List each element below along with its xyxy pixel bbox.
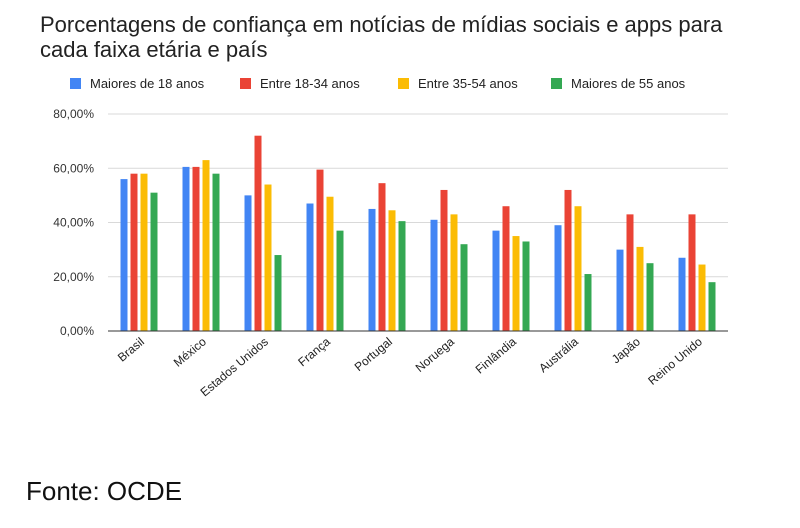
bar [316, 169, 324, 331]
bar [636, 246, 644, 331]
bar [398, 221, 406, 331]
bar [150, 192, 158, 331]
bar [646, 263, 654, 331]
bar [336, 230, 344, 331]
bar [698, 264, 706, 331]
legend-label: Entre 35-54 anos [418, 76, 518, 91]
bar [492, 230, 500, 331]
legend-item: Entre 35-54 anos [398, 76, 518, 91]
legend-label: Maiores de 55 anos [571, 76, 686, 91]
bar [554, 225, 562, 331]
bar [574, 206, 582, 331]
bar [678, 257, 686, 331]
bar [212, 173, 220, 331]
bar [202, 160, 210, 331]
bar [450, 214, 458, 331]
legend-swatch [70, 78, 81, 89]
bar-chart: Maiores de 18 anos Entre 18-34 anos Entre … [53, 76, 728, 400]
bar [274, 255, 282, 331]
bar [306, 203, 314, 331]
y-tick-label: 0,00% [60, 324, 94, 338]
x-tick-label: Finlândia [473, 334, 520, 376]
y-tick-label: 80,00% [53, 107, 94, 121]
legend-label: Entre 18-34 anos [260, 76, 360, 91]
legend-swatch [551, 78, 562, 89]
bar [368, 208, 376, 331]
bar [616, 249, 624, 331]
x-tick-label: França [295, 334, 333, 369]
bar [626, 214, 634, 331]
x-tick-label: Noruega [413, 334, 458, 375]
x-tick-label: Austrália [536, 334, 581, 375]
bars [120, 135, 716, 331]
bar [130, 173, 138, 331]
y-axis: 0,00% 20,00% 40,00% 60,00% 80,00% [53, 107, 94, 338]
legend-item: Maiores de 55 anos [551, 76, 686, 91]
y-tick-label: 60,00% [53, 161, 94, 175]
bar [388, 210, 396, 331]
bar [440, 189, 448, 331]
x-tick-label: Portugal [352, 335, 395, 374]
x-tick-label: México [171, 334, 209, 369]
bar [254, 135, 262, 331]
bar [584, 274, 592, 331]
bar [244, 195, 252, 331]
x-tick-label: Reino Unido [645, 334, 705, 387]
bar [430, 219, 438, 331]
chart-title: Porcentagens de confiança em notícias de… [40, 12, 723, 62]
source-note: Fonte: OCDE [26, 476, 183, 506]
bar [192, 166, 200, 331]
legend-item: Entre 18-34 anos [240, 76, 360, 91]
bar [326, 196, 334, 331]
x-tick-label: Japão [609, 334, 643, 366]
bar [120, 179, 128, 331]
x-tick-label: Brasil [115, 335, 147, 365]
gridlines [108, 113, 728, 278]
bar [512, 236, 520, 331]
x-tick-label: Estados Unidos [198, 335, 271, 400]
legend-label: Maiores de 18 anos [90, 76, 205, 91]
legend-item: Maiores de 18 anos [70, 76, 205, 91]
bar [140, 173, 148, 331]
bar [182, 166, 190, 331]
y-tick-label: 40,00% [53, 216, 94, 230]
bar [378, 183, 386, 331]
bar [522, 241, 530, 331]
bar [502, 206, 510, 331]
legend: Maiores de 18 anos Entre 18-34 anos Entre … [70, 76, 686, 91]
y-tick-label: 20,00% [53, 270, 94, 284]
legend-swatch [398, 78, 409, 89]
bar [264, 184, 272, 331]
bar [564, 189, 572, 331]
bar [708, 282, 716, 331]
bar [688, 214, 696, 331]
bar [460, 244, 468, 331]
legend-swatch [240, 78, 251, 89]
